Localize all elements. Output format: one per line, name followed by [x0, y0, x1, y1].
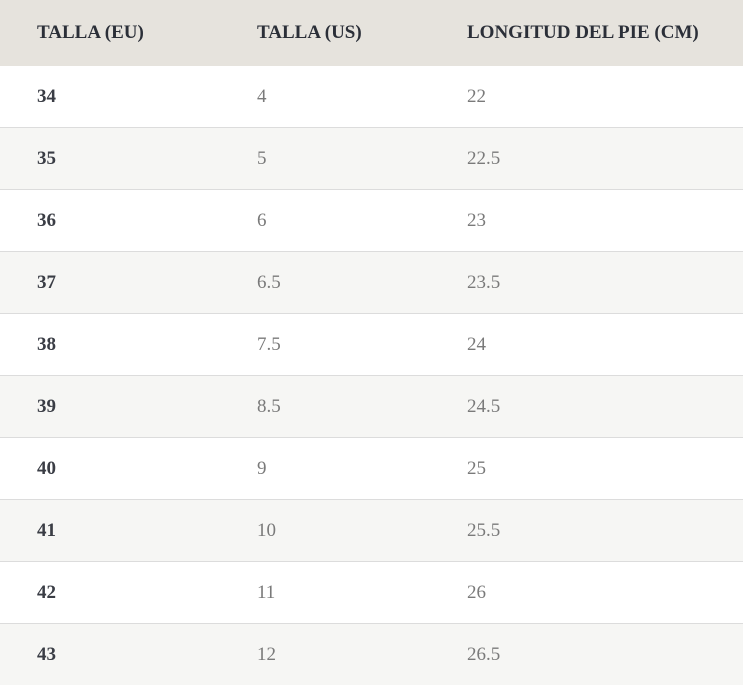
- table-cell: 5: [257, 147, 267, 169]
- table-header: TALLA (EU) TALLA (US) LONGITUD DEL PIE (CM…: [0, 0, 743, 66]
- table-row: 39 8.5 24.5: [0, 376, 743, 438]
- table-row: 42 11 26: [0, 562, 743, 624]
- table-row: 40 9 25: [0, 438, 743, 500]
- table-cell: 23: [467, 209, 486, 231]
- table-cell: 43: [37, 643, 56, 665]
- table-row: 34 4 22: [0, 66, 743, 128]
- table-cell: 35: [37, 147, 56, 169]
- table-cell: 42: [37, 581, 56, 603]
- header-cell: TALLA (US): [257, 22, 362, 43]
- table-row: 43 12 26.5: [0, 624, 743, 685]
- table-cell: 6.5: [257, 271, 281, 293]
- table-cell: 26.5: [467, 643, 501, 665]
- table-cell: 7.5: [257, 333, 281, 355]
- table-row: 35 5 22.5: [0, 128, 743, 190]
- table-cell: 4: [257, 85, 267, 107]
- table-cell: 40: [37, 457, 56, 479]
- table-cell: 12: [257, 643, 276, 665]
- table-row: 37 6.5 23.5: [0, 252, 743, 314]
- table-cell: 8.5: [257, 395, 281, 417]
- table-cell: 10: [257, 519, 276, 541]
- table-cell: 23.5: [467, 271, 501, 293]
- table-cell: 9: [257, 457, 267, 479]
- table-cell: 22.5: [467, 147, 501, 169]
- table-row: 41 10 25.5: [0, 500, 743, 562]
- table-cell: 11: [257, 581, 276, 603]
- table-cell: 24.5: [467, 395, 501, 417]
- table-cell: 36: [37, 209, 56, 231]
- table-cell: 25: [467, 457, 486, 479]
- table-cell: 22: [467, 85, 486, 107]
- table-row: 38 7.5 24: [0, 314, 743, 376]
- table-cell: 34: [37, 85, 56, 107]
- header-cell: LONGITUD DEL PIE (CM): [467, 22, 699, 43]
- table-cell: 37: [37, 271, 56, 293]
- table-cell: 26: [467, 581, 486, 603]
- table-cell: 25.5: [467, 519, 501, 541]
- table-cell: 24: [467, 333, 486, 355]
- table-cell: 6: [257, 209, 267, 231]
- table-cell: 38: [37, 333, 56, 355]
- table-cell: 39: [37, 395, 56, 417]
- header-cell: TALLA (EU): [37, 22, 144, 43]
- table-cell: 41: [37, 519, 56, 541]
- table-row: 36 6 23: [0, 190, 743, 252]
